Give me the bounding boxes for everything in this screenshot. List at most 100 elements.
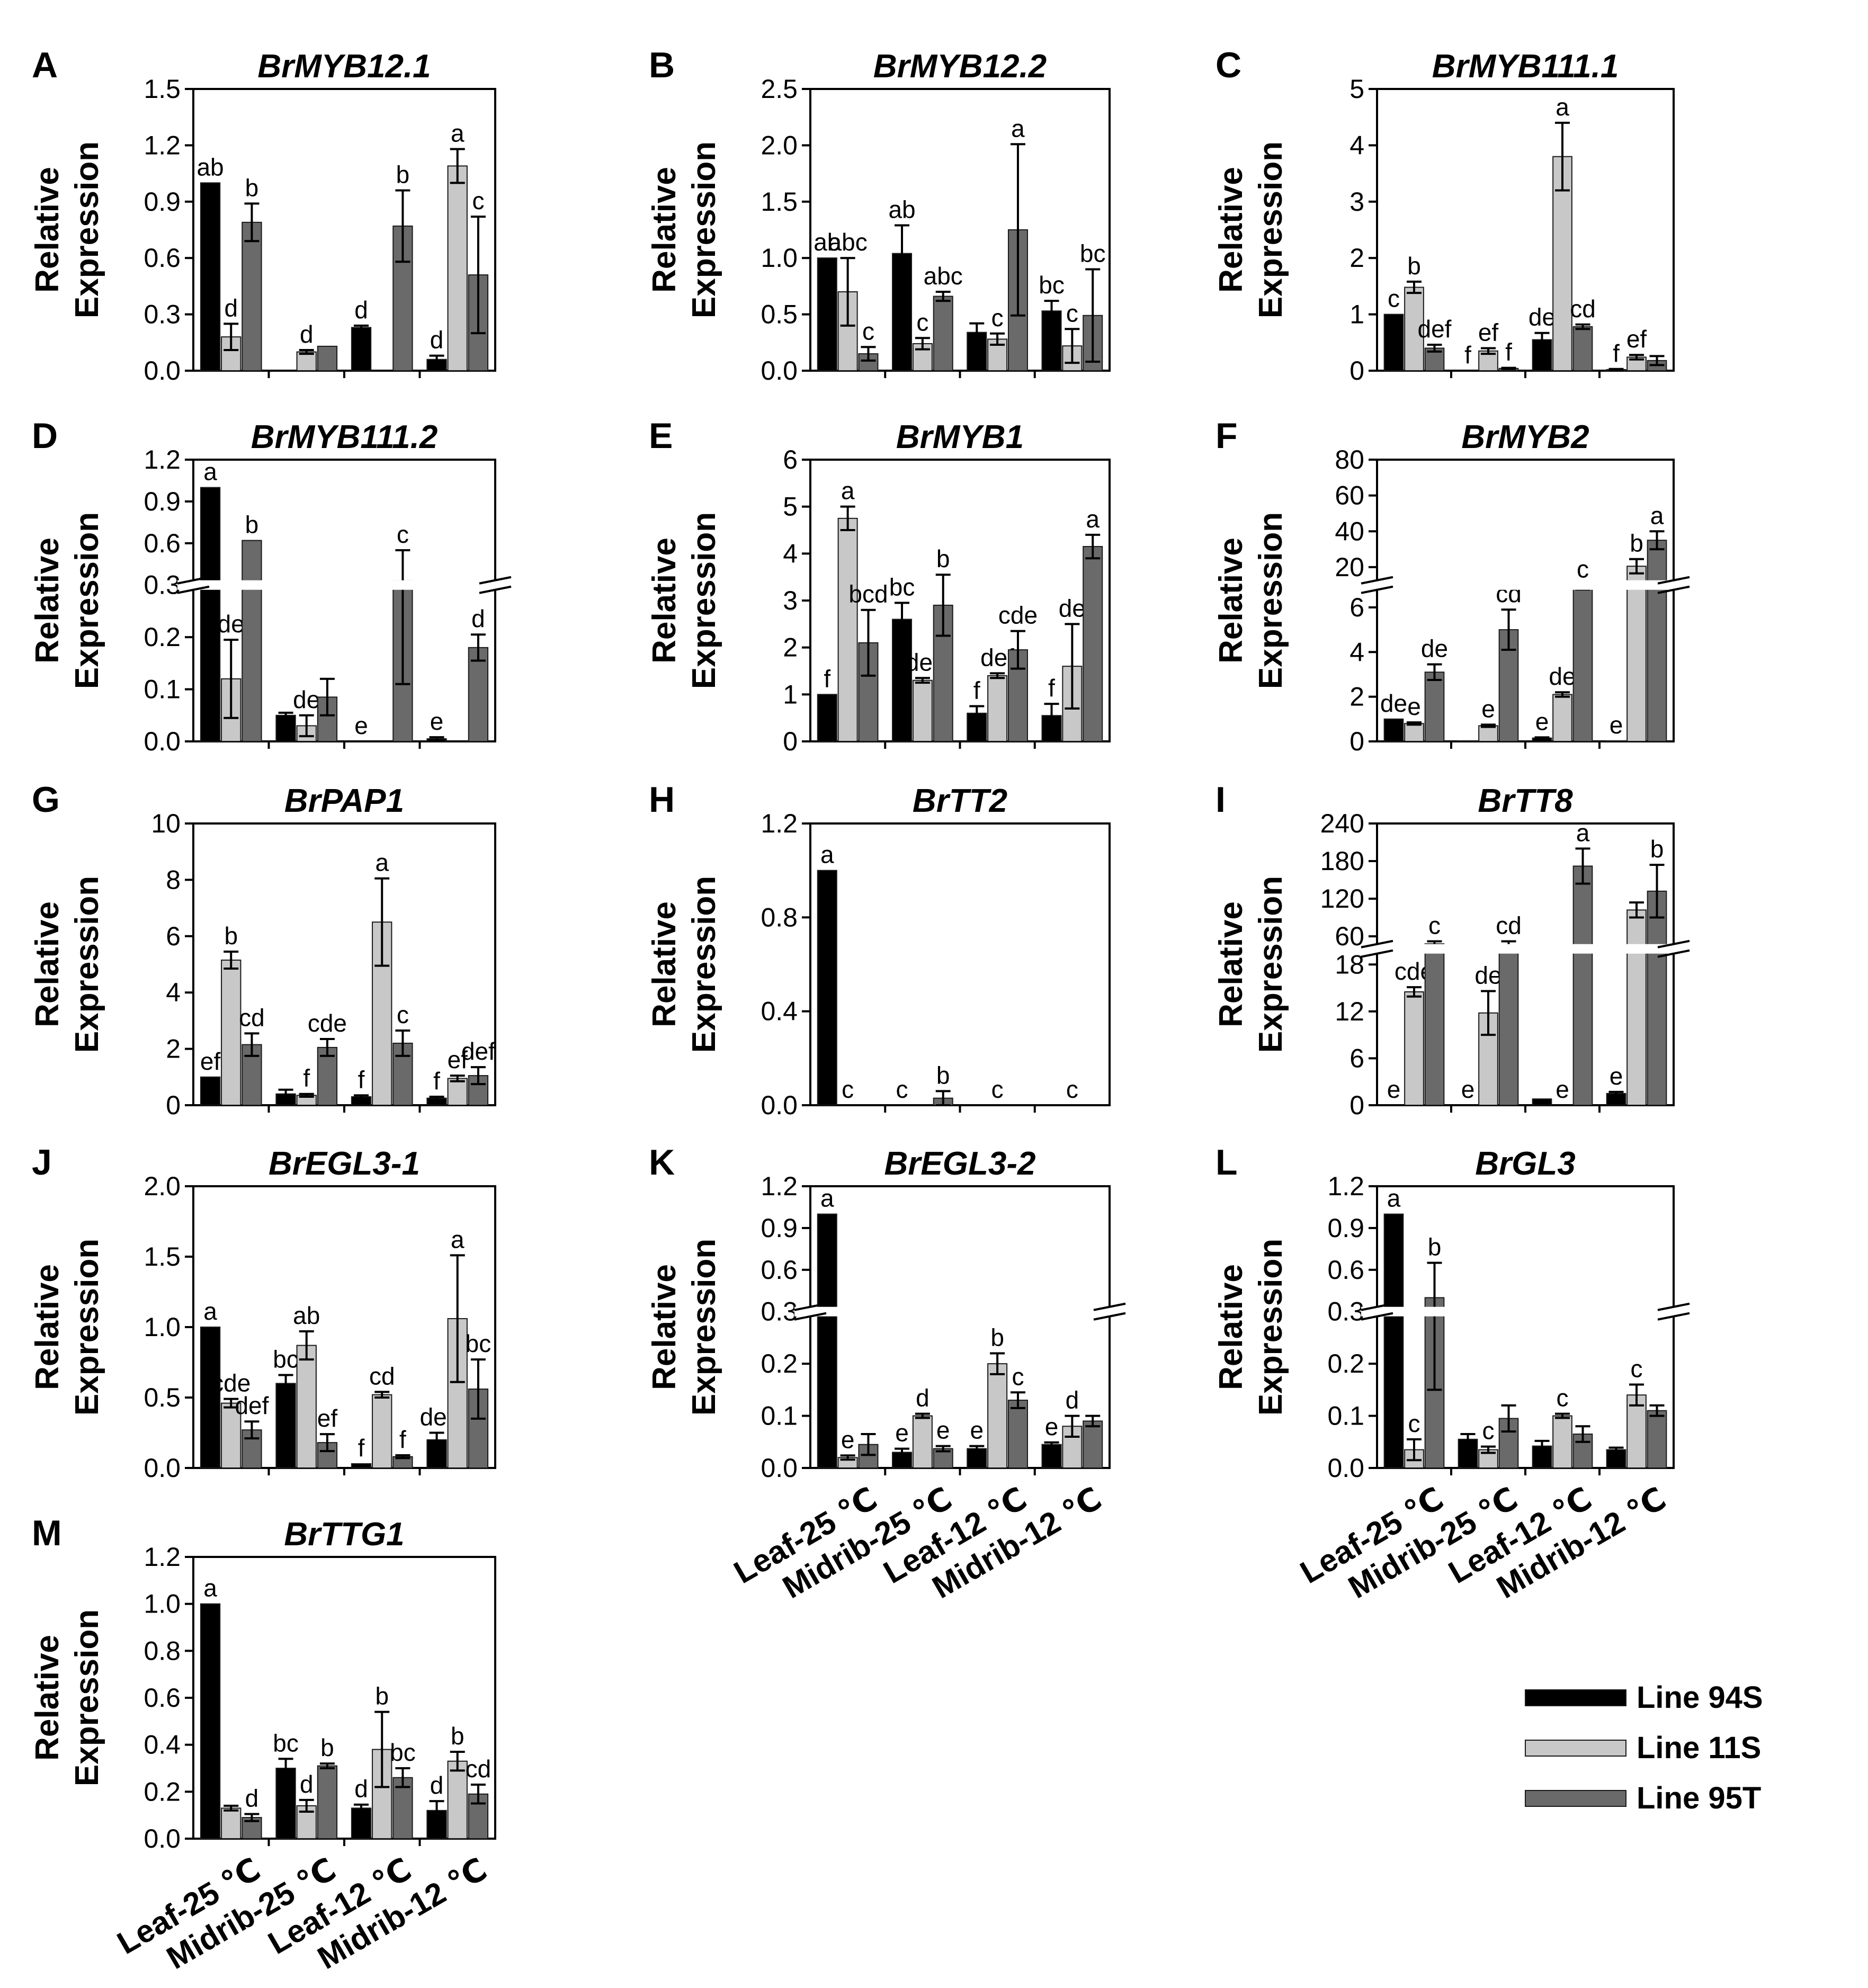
significance-label-A-s1-c0: d — [224, 294, 238, 321]
y-tick-label-J-2: 1.0 — [144, 1312, 181, 1342]
bar-E-s1-c0 — [837, 517, 858, 742]
bar-J-s1-c2 — [372, 1394, 392, 1468]
y-tick-label-F-0: 0 — [1349, 727, 1364, 756]
bar-G-s1-c3 — [447, 1078, 468, 1106]
y-axis-label-line2: Expression — [1253, 1239, 1289, 1416]
panel-letter-B: B — [649, 45, 675, 85]
y-tick-label-I-3: 18 — [1335, 950, 1364, 979]
y-tick-label-D-0: 0.0 — [144, 727, 181, 756]
y-axis-label-L: RelativeExpression — [1213, 1239, 1289, 1416]
panel-H: H BrTT2 0.0 0.4 0.8 1.2 RelativeExpression a c c c… — [646, 780, 1111, 1120]
significance-label-I-s2-c3: b — [1650, 835, 1664, 863]
bar-M-s0-c2 — [351, 1807, 372, 1840]
y-axis-label-line2: Expression — [69, 1609, 105, 1786]
bar-F-s1-c0 — [1404, 723, 1424, 742]
y-tick-label-F-5: 40 — [1335, 516, 1364, 546]
y-axis-label-line1: Relative — [646, 901, 683, 1027]
significance-label-I-s0-c3: e — [1610, 1062, 1623, 1090]
y-tick-label-L-2: 0.2 — [1327, 1349, 1364, 1378]
significance-label-M-s0-c3: d — [430, 1771, 444, 1799]
significance-label-J-s2-c0: def — [235, 1392, 269, 1419]
bar-I-s1-c0 — [1404, 991, 1424, 1106]
axis-break-left-L-0 — [1361, 1302, 1393, 1311]
significance-label-E-s1-c0: a — [841, 477, 855, 505]
significance-label-K-s0-c1: e — [895, 1419, 909, 1447]
y-tick-label-M-5: 1.0 — [144, 1589, 181, 1619]
significance-label-M-s1-c2: b — [375, 1682, 389, 1710]
y-axis-label-line2: Expression — [1253, 876, 1289, 1053]
panel-E: E BrMYB1 0 1 2 3 4 5 6 RelativeExpression f bc f f a de… — [646, 416, 1111, 756]
y-axis-label-line1: Relative — [29, 1264, 66, 1390]
y-tick-label-K-5: 0.9 — [761, 1213, 798, 1243]
panel-letter-M: M — [32, 1513, 62, 1553]
y-tick-label-F-4: 20 — [1335, 552, 1364, 582]
significance-label-G-s1-c2: a — [375, 849, 389, 876]
significance-label-I-s2-c1: cd — [1496, 912, 1522, 939]
bar-F-s2-c2 — [1572, 584, 1593, 742]
bar-I-s1-c3 — [1626, 909, 1647, 1106]
significance-label-D-s2-c0: b — [245, 511, 259, 539]
bar-M-s2-c1 — [317, 1765, 338, 1839]
y-axis-label-line1: Relative — [1213, 1264, 1249, 1390]
significance-label-B-s2-c3: bc — [1080, 239, 1106, 267]
bar-A-s1-c1 — [296, 351, 317, 371]
y-tick-label-E-6: 6 — [783, 445, 798, 474]
panel-J: J BrEGL3-1 0.0 0.5 1.0 1.5 2.0 RelativeExpressi… — [29, 1142, 496, 1483]
significance-label-J-s2-c1: ef — [317, 1404, 338, 1432]
panel-letter-K: K — [649, 1142, 675, 1183]
significance-label-F-s0-c3: e — [1610, 711, 1623, 739]
bar-K-s1-c1 — [912, 1415, 933, 1469]
axis-break-right-D-1 — [479, 585, 512, 594]
y-axis-label-A: RelativeExpression — [29, 141, 105, 318]
significance-label-B-s2-c2: a — [1011, 114, 1025, 142]
significance-label-J-s0-c2: f — [358, 1434, 365, 1462]
panel-letter-C: C — [1215, 45, 1241, 85]
bar-F-s1-c3 — [1626, 566, 1647, 742]
significance-label-F-s0-c0: de — [1380, 689, 1407, 717]
y-tick-label-G-2: 4 — [166, 978, 181, 1007]
panel-title-C: BrMYB111.1 — [1432, 48, 1619, 85]
bar-A-s2-c0 — [242, 221, 262, 371]
significance-label-I-s0-c1: e — [1461, 1076, 1475, 1103]
significance-label-D-s0-c0: a — [203, 458, 217, 486]
bar-I-s2-c2 — [1572, 865, 1593, 1106]
significance-label-M-s2-c2: bc — [390, 1739, 416, 1766]
panel-title-F: BrMYB2 — [1461, 419, 1589, 455]
bar-J-s0-c2 — [351, 1463, 372, 1469]
significance-label-M-s0-c0: a — [203, 1574, 217, 1602]
y-tick-label-G-5: 10 — [151, 809, 181, 838]
y-tick-label-B-2: 1.0 — [761, 243, 798, 273]
y-tick-label-C-0: 0 — [1349, 356, 1364, 386]
bar-A-s0-c0 — [200, 182, 221, 371]
bar-M-s1-c0 — [221, 1807, 242, 1840]
legend: Line 94S Line 11S Line 95T — [1525, 1680, 1763, 1815]
legend-label-0: Line 94S — [1637, 1680, 1763, 1715]
significance-label-H-s1-c3: c — [1066, 1076, 1078, 1103]
panel-title-E: BrMYB1 — [896, 419, 1024, 455]
y-axis-label-line1: Relative — [646, 1264, 683, 1390]
y-tick-label-M-3: 0.6 — [144, 1683, 181, 1713]
axis-break-right-K-1 — [1093, 1312, 1126, 1321]
y-tick-label-I-6: 180 — [1320, 846, 1364, 876]
axis-break-right-L-1 — [1657, 1312, 1690, 1321]
significance-label-L-s0-c0: a — [1387, 1185, 1401, 1212]
axis-break-right-D-0 — [479, 576, 512, 585]
significance-label-M-s2-c0: d — [245, 1784, 259, 1812]
panel-D: D BrMYB111.2 0.0 0.1 0.2 0.3 0.6 0.9 1.2 Relative… — [29, 416, 512, 756]
panel-title-D: BrMYB111.2 — [251, 419, 438, 455]
significance-label-A-s2-c0: b — [245, 174, 259, 201]
significance-label-K-s1-c3: d — [1066, 1386, 1079, 1414]
significance-label-F-s0-c2: e — [1535, 708, 1549, 735]
significance-label-B-s1-c2: c — [991, 304, 1004, 332]
y-tick-label-B-1: 0.5 — [761, 300, 798, 329]
significance-label-G-s1-c1: f — [303, 1064, 310, 1092]
panel-L: L BrGL3 0.0 0.1 0.2 0.3 0.6 0.9 1.2 RelativeExpre… — [1213, 1142, 1690, 1605]
y-tick-label-C-2: 2 — [1349, 243, 1364, 273]
y-tick-label-M-2: 0.4 — [144, 1730, 181, 1760]
bar-E-s1-c2 — [987, 675, 1008, 742]
axis-break-band-I — [1361, 944, 1690, 954]
bar-E-s0-c1 — [892, 619, 913, 742]
panel-title-M: BrTTG1 — [284, 1516, 404, 1553]
significance-label-E-s0-c3: f — [1048, 674, 1055, 702]
significance-label-K-s1-c2: b — [990, 1323, 1004, 1351]
